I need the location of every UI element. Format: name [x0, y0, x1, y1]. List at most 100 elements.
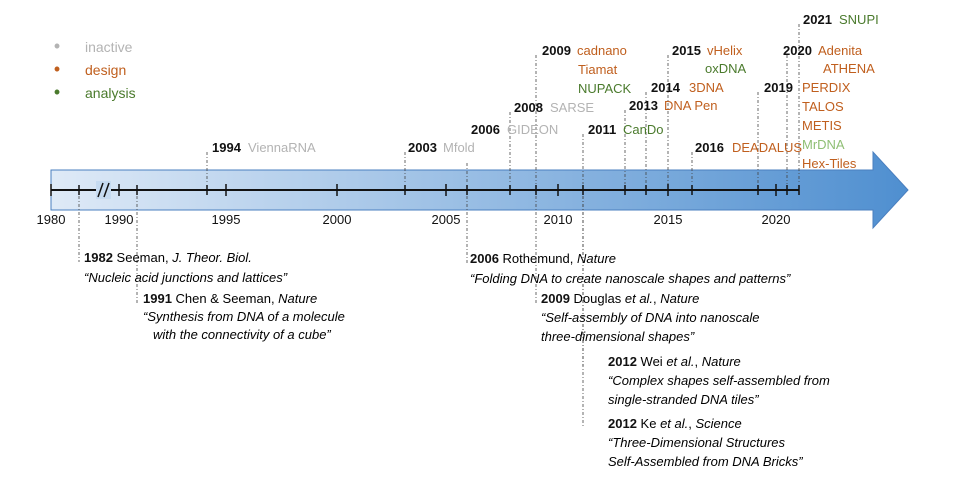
axis-break-mark	[103, 182, 110, 198]
software-name: oxDNA	[705, 61, 747, 76]
software-entry: 1994 ViennaRNA	[212, 140, 316, 155]
software-labels: 1994 ViennaRNA 2003 Mfold 2006 GIDEON 2008 SARS…	[212, 12, 879, 171]
paper-year: 2006	[470, 251, 503, 266]
software-year: 2003	[408, 140, 437, 155]
paper-entry: 2009 Douglas et al., Nature “Self-assembl…	[541, 291, 759, 344]
paper-citation: 2009 Douglas et al., Nature	[541, 291, 699, 306]
paper-authors: Rothemund,	[503, 251, 577, 266]
axis-tick-label: 1990	[105, 212, 134, 227]
software-year: 2021	[803, 12, 832, 27]
paper-title: single-stranded DNA tiles”	[608, 392, 759, 407]
legend-label: analysis	[85, 85, 136, 101]
software-name: 3DNA	[689, 80, 724, 95]
paper-entry: 1982 Seeman, J. Theor. Biol. “Nucleic aci…	[84, 250, 288, 285]
paper-title: Self-Assembled from DNA Bricks”	[608, 454, 803, 469]
legend: • inactive • design • analysis	[54, 36, 136, 102]
paper-title: “Complex shapes self-assembled from	[608, 373, 830, 388]
software-name: DEADALUS	[732, 140, 802, 155]
software-name: SNUPI	[839, 12, 879, 27]
paper-entry: 2012 Wei et al., Nature “Complex shapes s…	[608, 354, 830, 407]
axis-tick-label: 1995	[212, 212, 241, 227]
software-year: 2011	[588, 122, 616, 137]
paper-title: “Nucleic acid junctions and lattices”	[84, 270, 288, 285]
axis-tick-label: 2015	[654, 212, 683, 227]
legend-marker: •	[54, 36, 60, 56]
software-name: Tiamat	[578, 62, 618, 77]
paper-entry: 2006 Rothemund, Nature “Folding DNA to cr…	[470, 251, 791, 286]
software-entry: 2019 PERDIX TALOS METIS MrDNA Hex-Tiles	[764, 80, 857, 171]
software-name: GIDEON	[507, 122, 558, 137]
paper-citation: 1991 Chen & Seeman, Nature	[143, 291, 317, 306]
axis-break-gap	[96, 181, 111, 199]
software-entry: 2006 GIDEON	[471, 122, 558, 137]
software-entry: 2020 Adenita ATHENA	[783, 43, 875, 76]
paper-journal: et al.	[660, 416, 688, 431]
software-name: vHelix	[707, 43, 743, 58]
software-year: 2009	[542, 43, 571, 58]
paper-entry: 1991 Chen & Seeman, Nature “Synthesis fro…	[143, 291, 345, 342]
software-year: 2014	[651, 80, 681, 95]
software-entry: 2014 3DNA	[651, 80, 724, 95]
software-name: Adenita	[818, 43, 863, 58]
axis-tick-label: 2010	[544, 212, 573, 227]
software-entry: 2008 SARSE	[514, 100, 594, 115]
paper-title: “Self-assembly of DNA into nanoscale	[541, 310, 759, 325]
software-name: NUPACK	[578, 81, 632, 96]
paper-title: “Three-Dimensional Structures	[608, 435, 786, 450]
software-entry: 2015 vHelix oxDNA	[672, 43, 747, 76]
software-entry: 2013 DNA Pen	[629, 98, 717, 113]
axis-tick-label: 2005	[432, 212, 461, 227]
timeline-axis: 1980 1990 1995 2000 2005 2010 2015 2020	[37, 181, 800, 227]
paper-journal: Nature	[577, 251, 616, 266]
paper-journal: Nature	[278, 291, 317, 306]
paper-authors: Wei	[641, 354, 667, 369]
software-name: Hex-Tiles	[802, 156, 857, 171]
paper-title: “Folding DNA to create nanoscale shapes …	[470, 271, 791, 286]
paper-journal: Nature	[660, 291, 699, 306]
paper-journal: Science	[695, 416, 741, 431]
software-year: 2019	[764, 80, 793, 95]
software-name: MrDNA	[802, 137, 845, 152]
legend-marker: •	[54, 82, 60, 102]
software-name: TALOS	[802, 99, 844, 114]
software-year: 1994	[212, 140, 242, 155]
software-entry: 2011 CanDo	[588, 122, 663, 137]
software-year: 2020	[783, 43, 812, 58]
software-name: PERDIX	[802, 80, 851, 95]
paper-citation: 2006 Rothemund, Nature	[470, 251, 616, 266]
paper-journal: et al.	[666, 354, 694, 369]
paper-year: 2009	[541, 291, 574, 306]
axis-tick-label: 1980	[37, 212, 66, 227]
software-entry: 2003 Mfold	[408, 140, 475, 155]
paper-entry: 2012 Ke et al., Science “Three-Dimensiona…	[608, 416, 803, 469]
paper-year: 2012	[608, 354, 641, 369]
paper-authors: ,	[688, 416, 695, 431]
paper-year: 2012	[608, 416, 641, 431]
paper-title: three-dimensional shapes”	[541, 329, 695, 344]
software-name: ViennaRNA	[248, 140, 316, 155]
software-name: Mfold	[443, 140, 475, 155]
legend-marker: •	[54, 59, 60, 79]
legend-label: design	[85, 62, 126, 78]
paper-citation: 2012 Wei et al., Nature	[608, 354, 741, 369]
paper-journal: J. Theor. Biol.	[171, 250, 252, 265]
paper-authors: ,	[653, 291, 660, 306]
software-name: DNA Pen	[664, 98, 717, 113]
software-year: 2006	[471, 122, 500, 137]
paper-year: 1991	[143, 291, 176, 306]
paper-citation: 1982 Seeman, J. Theor. Biol.	[84, 250, 252, 265]
paper-authors: ,	[695, 354, 702, 369]
axis-break-mark	[97, 182, 104, 198]
software-name: ATHENA	[823, 61, 875, 76]
software-entry: 2021 SNUPI	[803, 12, 879, 27]
paper-year: 1982	[84, 250, 117, 265]
paper-title: with the connectivity of a cube”	[153, 327, 331, 342]
leader-lines	[78, 24, 800, 428]
software-name: SARSE	[550, 100, 594, 115]
software-year: 2016	[695, 140, 724, 155]
paper-journal: Nature	[702, 354, 741, 369]
paper-labels: 1982 Seeman, J. Theor. Biol. “Nucleic aci…	[84, 250, 830, 469]
software-year: 2008	[514, 100, 543, 115]
